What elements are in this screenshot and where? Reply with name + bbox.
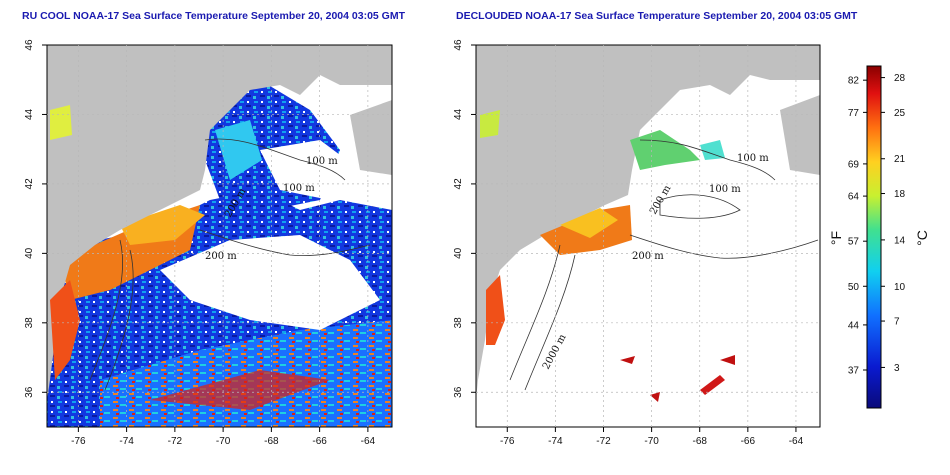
- lon-tick-label: -70: [216, 436, 231, 447]
- lon-tick-label: -68: [692, 436, 707, 447]
- left-contour-label: 100 m: [306, 156, 338, 167]
- right-gridlines: [476, 45, 820, 427]
- lon-tick-label: -76: [71, 436, 86, 447]
- left-contour-label: 100 m: [283, 183, 315, 194]
- right-contour-label: 200 m: [632, 251, 664, 262]
- lon-tick-label: -76: [500, 436, 515, 447]
- right-map-title: DECLOUDED NOAA-17 Sea Surface Temperatur…: [456, 10, 858, 22]
- celsius-tick-label: 25: [894, 108, 906, 119]
- left-map-frame: [46, 44, 393, 428]
- right-sst-map: 100 m 100 m 200 m 200 m 2000 m -76 -74 -72…: [453, 39, 821, 447]
- fahrenheit-tick-label: 77: [848, 108, 860, 119]
- lat-tick-label: 42: [453, 178, 464, 190]
- lat-tick-label: 44: [24, 108, 35, 120]
- lon-tick-label: -74: [548, 436, 563, 447]
- left-gridlines: [47, 45, 392, 427]
- fahrenheit-unit-label: °F: [828, 231, 844, 245]
- right-contour-label: 100 m: [737, 153, 769, 164]
- colorbar-gradient: [866, 65, 882, 409]
- celsius-tick-label: 28: [894, 73, 906, 84]
- lat-tick-label: 38: [453, 317, 464, 329]
- right-contour-100: [639, 139, 776, 181]
- colorbar-ticks: 28 25 21 18 14 10 7 3 82 77 69 64 57 50 44 37: [848, 73, 906, 376]
- lon-tick-label: -66: [741, 436, 756, 447]
- left-cloud-band: [160, 235, 380, 330]
- left-sst-map: 100 m 100 m 200 m 200 m -76 -74 -72 -70 -68-…: [24, 39, 393, 447]
- lat-tick-label: 44: [453, 108, 464, 120]
- celsius-tick-label: 7: [894, 317, 900, 328]
- lon-tick-label: -66: [312, 436, 327, 447]
- lat-tick-label: 46: [453, 39, 464, 51]
- fahrenheit-tick-label: 82: [848, 76, 860, 87]
- celsius-unit-label: °C: [914, 230, 930, 246]
- celsius-tick-label: 21: [894, 154, 906, 165]
- lon-tick-label: -72: [168, 436, 183, 447]
- fahrenheit-tick-label: 57: [848, 237, 860, 248]
- celsius-tick-label: 10: [894, 282, 906, 293]
- lon-tick-label: -64: [361, 436, 376, 447]
- lat-tick-label: 38: [24, 317, 35, 329]
- lon-tick-label: -74: [119, 436, 134, 447]
- fahrenheit-tick-label: 64: [848, 192, 860, 203]
- lat-tick-label: 40: [24, 247, 35, 259]
- fahrenheit-tick-label: 44: [848, 320, 860, 331]
- fahrenheit-tick-label: 37: [848, 366, 860, 377]
- lat-tick-label: 36: [24, 386, 35, 398]
- lon-tick-label: -70: [644, 436, 659, 447]
- left-contour-100: [204, 138, 346, 181]
- celsius-tick-label: 3: [894, 363, 900, 374]
- lon-tick-label: -72: [596, 436, 611, 447]
- colorbar: 28 25 21 18 14 10 7 3 82 77 69 64 57 50 44 37 °F °C: [828, 65, 930, 409]
- lon-tick-label: -64: [789, 436, 804, 447]
- right-map-frame: [475, 44, 821, 428]
- lat-tick-label: 42: [24, 178, 35, 190]
- lat-tick-label: 40: [453, 247, 464, 259]
- left-axis-ticks: -76 -74 -72 -70 -68 -66 -64 36 38 40 42 44 46: [24, 39, 376, 447]
- celsius-tick-label: 14: [894, 235, 906, 246]
- fahrenheit-tick-label: 69: [848, 159, 860, 170]
- lat-tick-label: 46: [24, 39, 35, 51]
- celsius-tick-label: 18: [894, 189, 906, 200]
- fahrenheit-tick-label: 50: [848, 282, 860, 293]
- lat-tick-label: 36: [453, 386, 464, 398]
- right-axis-ticks: -76 -74 -72 -70 -68 -66 -64 36 38 40 42 44 46: [453, 39, 804, 447]
- right-contour-label: 100 m: [709, 184, 741, 195]
- left-map-title: RU COOL NOAA-17 Sea Surface Temperature …: [22, 10, 406, 22]
- right-land: [476, 45, 820, 400]
- left-contour-label: 200 m: [205, 251, 237, 262]
- lon-tick-label: -68: [264, 436, 279, 447]
- left-land: [47, 45, 392, 400]
